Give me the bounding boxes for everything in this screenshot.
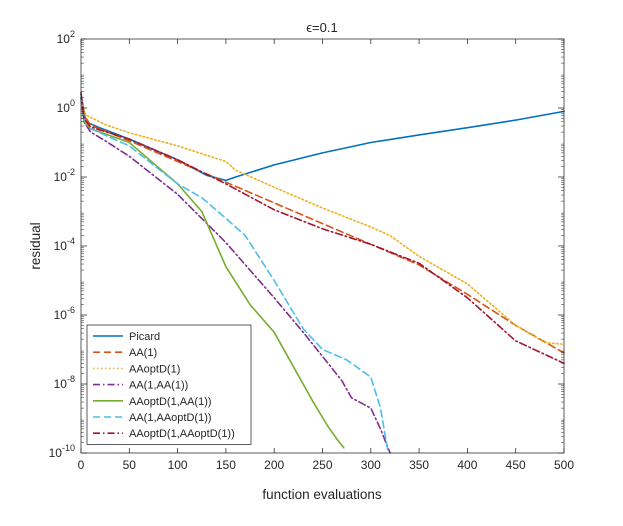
x-tick-label: 500 [554,458,574,472]
legend-label-5: AAoptD(1,AA(1)) [129,396,212,408]
x-tick-label: 350 [409,458,429,472]
series-line-4 [80,96,391,454]
x-tick-label: 100 [168,458,188,472]
y-tick-base: 10 [54,239,68,253]
legend-label-3: AAoptD(1) [129,363,180,375]
x-tick-label: 300 [361,458,381,472]
series-line-2 [80,96,565,354]
series-line-6 [80,96,390,454]
legend-label-7: AAoptD(1,AAoptD(1)) [129,428,235,440]
y-tick-label: 10-10 [49,443,75,460]
y-tick-exponent: -8 [67,374,75,384]
y-tick-base: 10 [54,308,68,322]
y-tick-label: 10-4 [54,236,75,253]
x-ticks: 0 50 100 150 200 250 300 350 400 450 500 [78,39,574,472]
y-tick-exponent: -10 [62,443,75,453]
x-tick-label: 400 [457,458,477,472]
series-layer [80,91,565,454]
y-tick-exponent: -4 [67,236,75,246]
legend-label-2: AA(1) [129,347,157,359]
x-tick-label: 50 [123,458,137,472]
x-tick-label: 200 [264,458,284,472]
y-tick-base: 10 [57,32,71,46]
x-tick-label: 450 [506,458,526,472]
legend-label-6: AA(1,AAoptD(1)) [129,412,212,424]
x-axis-label: function evaluations [262,487,382,502]
legend: Picard AA(1) AAoptD(1) AA(1,AA(1)) AAoptD(1,… [86,324,252,445]
y-tick-label: 10-2 [54,167,75,184]
legend-label-1: Picard [129,331,160,343]
y-tick-label: 10-6 [54,305,75,322]
chart-title: ϵ=0.1 [306,20,337,35]
y-tick-label: 100 [57,98,75,115]
x-tick-label: 250 [312,458,332,472]
y-tick-base: 10 [49,446,63,460]
y-tick-base: 10 [54,170,68,184]
series-line-1 [80,93,565,182]
x-tick-label: 150 [216,458,236,472]
y-tick-exponent: 2 [70,29,75,39]
y-tick-exponent: -6 [67,305,75,315]
y-tick-label: 10-8 [54,374,75,391]
series-line-3 [80,100,565,346]
legend-label-4: AA(1,AA(1)) [129,380,188,392]
y-tick-exponent: 0 [70,98,75,108]
series-line-5 [80,96,345,449]
y-axis-label: residual [28,222,43,269]
y-tick-base: 10 [54,377,68,391]
series-line-7 [80,91,565,365]
x-tick-label: 0 [78,458,85,472]
y-tick-base: 10 [57,101,71,115]
y-tick-exponent: -2 [67,167,75,177]
y-tick-label: 102 [57,29,75,46]
